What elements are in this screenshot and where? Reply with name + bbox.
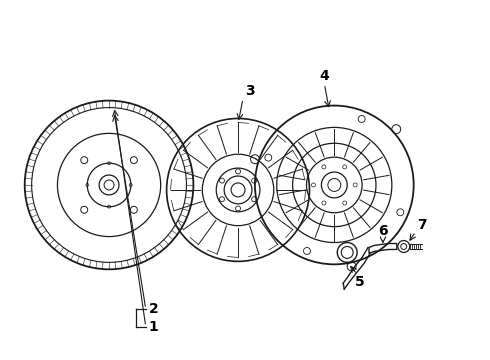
- Text: 1: 1: [149, 320, 159, 334]
- Text: 5: 5: [355, 275, 365, 289]
- Text: 2: 2: [149, 302, 159, 316]
- Text: 7: 7: [417, 218, 426, 231]
- Text: 6: 6: [378, 224, 388, 238]
- Text: 4: 4: [319, 69, 329, 83]
- Text: 3: 3: [245, 84, 255, 98]
